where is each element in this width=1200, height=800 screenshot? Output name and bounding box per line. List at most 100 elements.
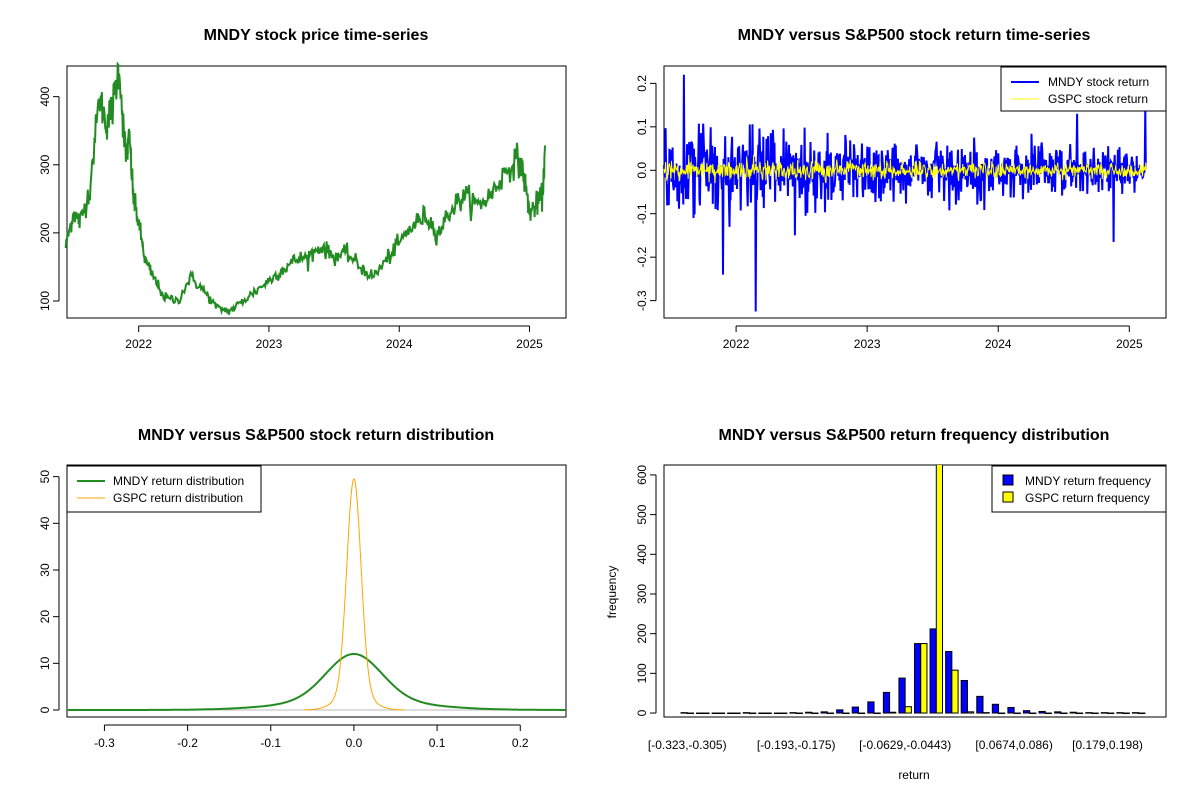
mndy-frequency-bar: [1069, 711, 1077, 714]
return-x-tick-label: 2023: [854, 337, 881, 351]
mndy-frequency-bar: [1100, 712, 1109, 714]
price-chart: 100 200 300 400 2022 2023 2024 2025: [38, 61, 567, 351]
return-y-tick-label: -0.2: [635, 247, 649, 268]
dist-y-tick-label: 40: [38, 516, 52, 530]
price-x-tick-label: 2022: [125, 337, 152, 351]
mndy-frequency-bar: [820, 711, 828, 714]
gspc-frequency-bar: [1060, 712, 1068, 715]
gspc-frequency-bar: [1138, 712, 1146, 715]
dist-plot-frame: [66, 464, 567, 718]
gspc-frequency-bar: [920, 643, 928, 714]
mndy-frequency-bar: [1085, 712, 1093, 714]
gspc-frequency-bar: [998, 712, 1006, 715]
gspc-frequency-bar: [748, 712, 757, 715]
price-series-line: [64, 61, 547, 316]
gspc-frequency-bar: [1122, 712, 1130, 715]
dist-y-tick-label: 0: [38, 706, 52, 713]
freq-y-tick-label: 200: [635, 623, 649, 643]
mndy-frequency-bar: [976, 695, 984, 714]
return-x-tick-label: 2022: [723, 337, 750, 351]
freq-legend-label: GSPC return frequency: [1025, 491, 1150, 505]
mndy-density-line: [67, 653, 566, 711]
freq-x-tick-label: [-0.0629,-0.0443): [859, 738, 951, 752]
gspc-frequency-bar: [889, 711, 897, 714]
mndy-frequency-bar: [929, 628, 937, 714]
mndy-frequency-bar: [789, 712, 797, 714]
mndy-frequency-bar: [758, 712, 766, 715]
mndy-frequency-bar: [867, 701, 875, 714]
dist-y-tick-label: 20: [38, 610, 52, 624]
mndy-frequency-bar: [1022, 710, 1031, 714]
return-chart-title: MNDY versus S&P500 stock return time-ser…: [738, 27, 1091, 44]
gspc-return-line: [663, 154, 1147, 184]
freq-bars: [680, 465, 1146, 715]
frequency-chart-title: MNDY versus S&P500 return frequency dist…: [719, 427, 1110, 444]
frequency-chart: 0 100 200 300 400 500 600 [-0.323,-0.305) [-0.19…: [635, 464, 1167, 752]
return-y-tick-label: 0.1: [635, 118, 649, 135]
gspc-frequency-bar: [857, 712, 866, 715]
gspc-frequency-bar: [764, 712, 772, 715]
gspc-frequency-bar: [873, 712, 881, 715]
price-x-tick-label: 2024: [386, 337, 413, 351]
freq-y-tick-label: 400: [635, 544, 649, 564]
gspc-frequency-bar: [1044, 712, 1052, 715]
gspc-frequency-bar: [1107, 712, 1115, 715]
dist-x-tick-label: -0.1: [260, 736, 281, 750]
price-plot-frame: [66, 65, 567, 319]
gspc-frequency-bar: [935, 465, 944, 714]
return-plot-frame: [663, 65, 1167, 319]
gspc-frequency-bar: [702, 712, 710, 715]
mndy-frequency-bar: [960, 679, 968, 714]
mndy-frequency-bar: [1131, 712, 1140, 714]
freq-y-tick-label: 0: [635, 709, 649, 716]
gspc-frequency-bar: [904, 706, 912, 714]
gspc-frequency-bar: [795, 712, 803, 715]
dist-legend-box: [66, 465, 262, 513]
price-y-tick-label: 400: [38, 86, 52, 106]
gspc-frequency-bar: [1075, 712, 1084, 715]
freq-x-tick-label: [-0.193,-0.175): [757, 738, 836, 752]
mndy-frequency-bar: [945, 651, 953, 714]
freq-legend-swatch: [1002, 491, 1014, 503]
frequency-chart-xlabel: return: [898, 768, 929, 782]
dist-x-tick-label: 0.0: [346, 736, 363, 750]
freq-x-tick-label: [-0.323,-0.305): [648, 738, 727, 752]
freq-y-tick-label: 600: [635, 465, 649, 485]
distribution-chart: 0 10 20 30 40 50 -0.3 -0.2 -0.1 0.0 0.1 0.2 MNDY ret…: [38, 464, 567, 750]
return-legend-box: [1000, 66, 1167, 112]
dist-legend: MNDY return distribution GSPC return dist…: [66, 465, 262, 513]
freq-y-tick-label: 100: [635, 663, 649, 683]
return-x-tick-label: 2025: [1116, 337, 1143, 351]
mndy-frequency-bar: [1007, 706, 1015, 714]
gspc-frequency-bar: [686, 712, 694, 715]
mndy-frequency-bar: [696, 712, 704, 715]
dist-x-tick-label: 0.2: [512, 736, 529, 750]
mndy-frequency-bar: [991, 703, 1000, 714]
dist-legend-label: GSPC return distribution: [113, 491, 243, 505]
price-chart-title: MNDY stock price time-series: [204, 27, 429, 44]
gspc-frequency-bar: [1091, 712, 1099, 715]
return-y-tick-label: -0.1: [635, 203, 649, 224]
distribution-chart-title: MNDY versus S&P500 stock return distribu…: [138, 427, 494, 444]
price-x-tick-label: 2025: [516, 337, 543, 351]
mndy-frequency-bar: [773, 712, 782, 715]
gspc-frequency-bar: [826, 712, 835, 715]
dist-x-tick-label: 0.1: [429, 736, 446, 750]
return-y-tick-label: 0.0: [635, 162, 649, 179]
mndy-frequency-bar: [898, 677, 906, 714]
mndy-frequency-bar: [851, 706, 859, 714]
gspc-frequency-bar: [717, 712, 726, 715]
return-legend: MNDY stock return GSPC stock return: [1000, 66, 1167, 112]
return-legend-label: GSPC stock return: [1048, 92, 1148, 106]
gspc-frequency-bar: [1029, 712, 1037, 715]
price-y-tick-label: 100: [38, 291, 52, 311]
return-y-tick-label: -0.3: [635, 290, 649, 311]
freq-y-tick-label: 500: [635, 504, 649, 524]
dist-x-tick-label: -0.3: [94, 736, 115, 750]
return-legend-label: MNDY stock return: [1048, 75, 1149, 89]
gspc-frequency-bar: [733, 712, 741, 715]
gspc-frequency-bar: [842, 712, 850, 715]
dist-legend-label: MNDY return distribution: [113, 474, 244, 488]
freq-legend: MNDY return frequency GSPC return frequen…: [991, 465, 1167, 513]
